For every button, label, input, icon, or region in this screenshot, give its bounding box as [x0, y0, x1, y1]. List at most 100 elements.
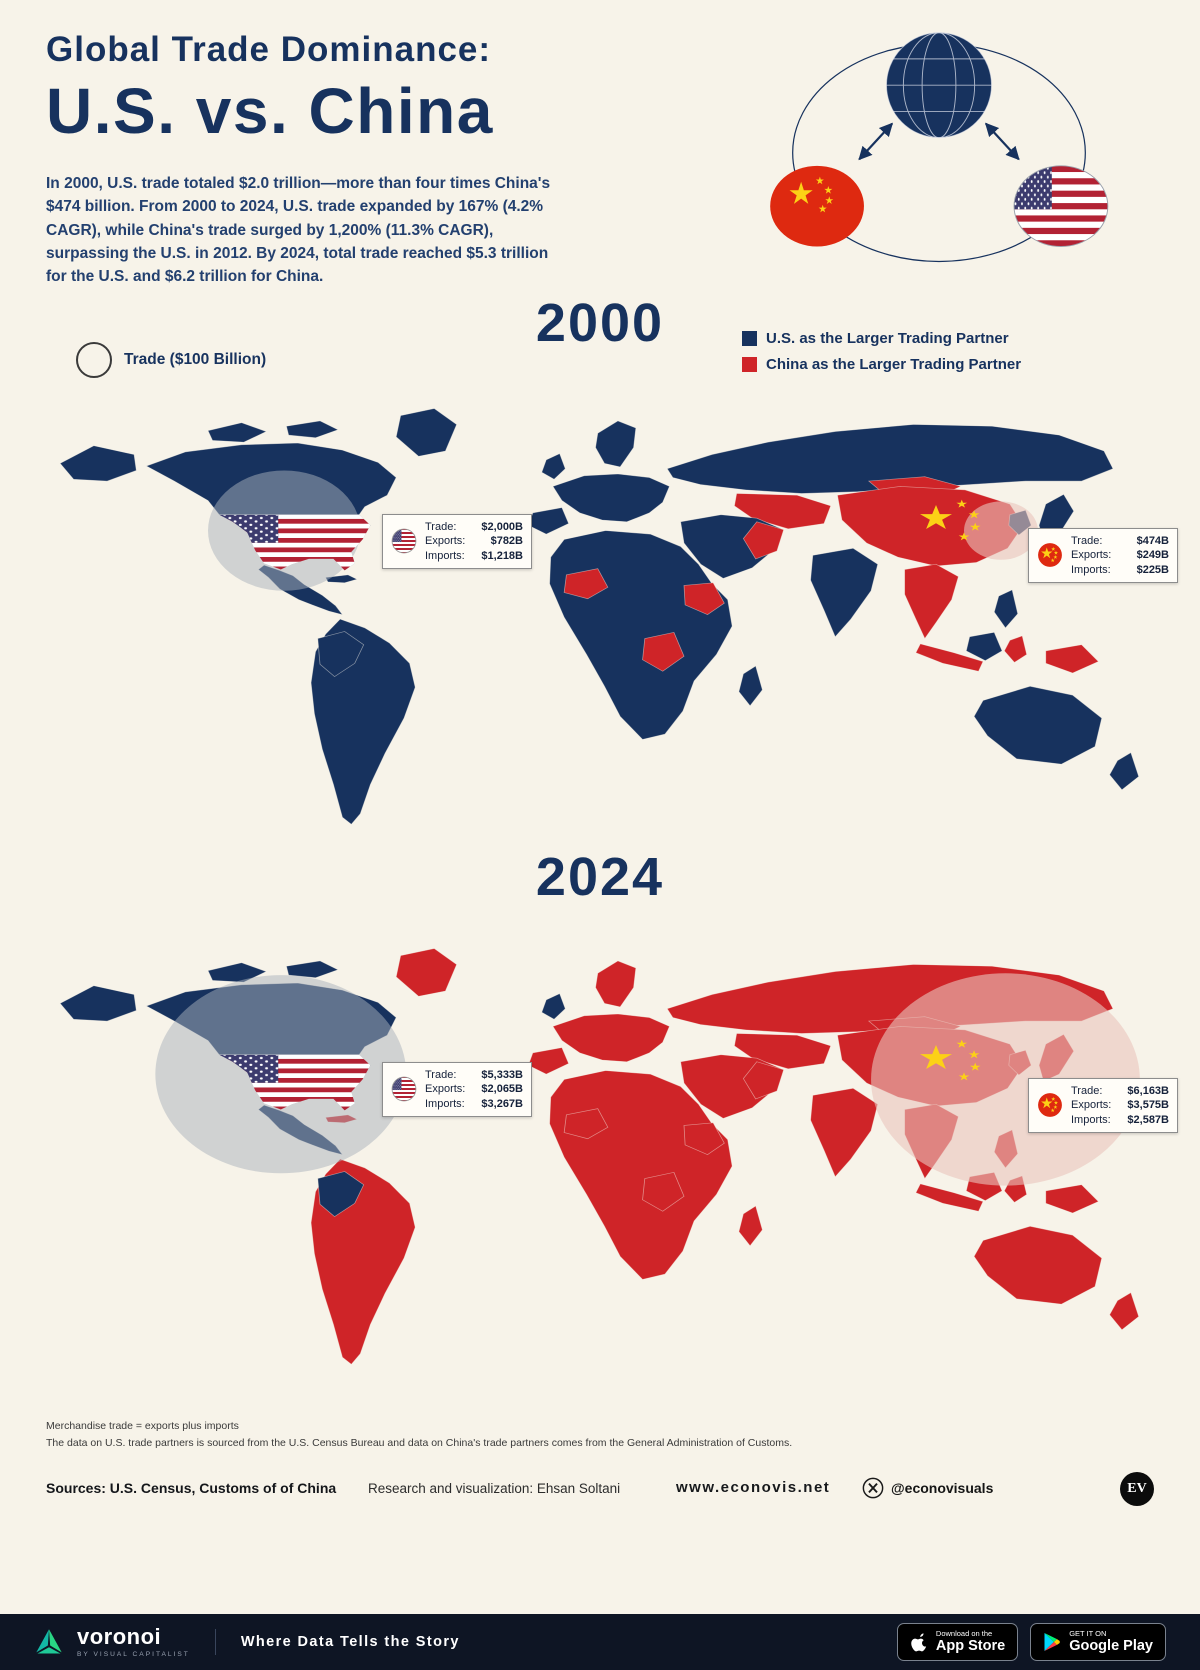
page-subtitle: U.S. vs. China — [46, 75, 494, 147]
voronoi-logo-icon — [36, 1629, 62, 1654]
country-greenland — [395, 407, 458, 457]
countries-2000 — [59, 407, 1140, 825]
trade-value: $474B — [1136, 535, 1169, 547]
header: Global Trade Dominance: U.S. vs. China I… — [46, 30, 626, 288]
trade-label: Trade: — [425, 1069, 457, 1081]
voronoi-brand-name: voronoi — [77, 1624, 162, 1649]
footnote-1: Merchandise trade = exports plus imports — [46, 1420, 239, 1432]
social-handle-text: @econovisuals — [891, 1480, 994, 1496]
country-madagascar — [738, 1205, 763, 1247]
china-legend-label: China as the Larger Trading Partner — [766, 356, 1022, 373]
trade-value: $2,000B — [481, 521, 523, 533]
country-arctic-islands-2 — [285, 960, 339, 979]
exports-label: Exports: — [1071, 1099, 1112, 1112]
social-handle[interactable]: @econovisuals — [862, 1477, 993, 1499]
year-heading-2000: 2000 — [535, 293, 665, 353]
china-flag-icon — [1037, 542, 1063, 568]
bubble-scale-legend: Trade ($100 Billion) — [76, 342, 266, 378]
imports-value: $3,267B — [481, 1097, 523, 1110]
country-australia — [973, 1225, 1103, 1305]
china-stats-box-2000: Trade: $474B Exports: $249B Imports: $225B — [1028, 528, 1178, 583]
country-alaska — [59, 445, 137, 482]
country-new-zealand — [1109, 1292, 1140, 1331]
imports-label: Imports: — [1071, 563, 1111, 576]
trade-arrows — [858, 122, 1020, 161]
country-greenland — [395, 947, 458, 997]
voronoi-brand[interactable]: voronoi BY VISUAL CAPITALIST — [77, 1624, 190, 1659]
apple-icon — [911, 1633, 927, 1652]
region-europe — [552, 473, 671, 523]
imports-value: $2,587B — [1127, 1113, 1169, 1126]
country-arctic-islands — [207, 422, 267, 443]
china-color-swatch — [742, 357, 757, 372]
world-map-2000-svg — [59, 407, 1140, 825]
us-flag-icon — [391, 528, 417, 554]
header-graphic — [770, 32, 1109, 263]
region-southeast-asia — [904, 563, 959, 640]
gplay-big-text: Google Play — [1069, 1637, 1153, 1654]
exports-value: $3,575B — [1127, 1099, 1169, 1112]
trade-label: Trade: — [1071, 1085, 1103, 1097]
google-play-badge[interactable]: GET IT ON Google Play — [1030, 1623, 1166, 1661]
legend-china: China as the Larger Trading Partner — [742, 356, 1021, 373]
legend-us: U.S. as the Larger Trading Partner — [742, 330, 1021, 347]
footer-tagline: Where Data Tells the Story — [240, 1634, 460, 1650]
sources-text: Sources: U.S. Census, Customs of of Chin… — [46, 1480, 337, 1496]
country-new-guinea — [1045, 1184, 1099, 1214]
app-store-badge[interactable]: Download on the App Store — [896, 1623, 1019, 1661]
country-philippines — [993, 589, 1019, 629]
world-map-2024: Trade: $5,333B Exports: $2,065B Imports: $3… — [0, 922, 1200, 1392]
us-flag-icon — [391, 1076, 417, 1102]
region-indonesia-3 — [1003, 635, 1028, 663]
country-madagascar — [738, 665, 763, 707]
region-iberia — [527, 507, 570, 535]
region-scandinavia — [594, 420, 637, 468]
china-flag-icon — [770, 165, 864, 247]
us-legend-label: U.S. as the Larger Trading Partner — [766, 330, 1009, 347]
color-legend: U.S. as the Larger Trading Partner China… — [742, 330, 1021, 373]
imports-label: Imports: — [425, 1097, 465, 1110]
intro-text: In 2000, U.S. trade totaled $2.0 trillio… — [46, 175, 551, 285]
exports-value: $2,065B — [481, 1083, 523, 1096]
country-india — [809, 547, 879, 638]
country-new-zealand — [1109, 752, 1140, 791]
country-india — [809, 1087, 879, 1178]
imports-label: Imports: — [425, 549, 465, 562]
region-indonesia-2 — [965, 631, 1003, 662]
trade-label: Trade: — [425, 521, 457, 533]
region-scandinavia — [594, 960, 637, 1008]
trade-value: $6,163B — [1127, 1085, 1169, 1097]
appstore-small-text: Download on the — [935, 1628, 993, 1638]
exports-label: Exports: — [425, 1083, 466, 1096]
exports-value: $249B — [1136, 549, 1169, 562]
country-uk — [541, 453, 566, 480]
footer-bar: voronoi BY VISUAL CAPITALIST Where Data … — [0, 1614, 1200, 1670]
year-heading-2024: 2024 — [535, 847, 665, 907]
china-trade-bubble-2000 — [964, 501, 1038, 560]
region-iberia — [527, 1047, 570, 1075]
exports-label: Exports: — [1071, 549, 1112, 562]
bubble-scale-label: Trade ($100 Billion) — [124, 351, 267, 368]
world-map-2024-svg — [59, 947, 1140, 1365]
trade-label: Trade: — [1071, 535, 1103, 547]
website-link[interactable]: www.econovis.net — [676, 1479, 831, 1496]
page-title: Global Trade Dominance: — [46, 30, 492, 69]
us-stats-box-2000: Trade: $2,000B Exports: $782B Imports: $1,2… — [382, 514, 532, 569]
country-australia — [973, 685, 1103, 765]
trade-value: $5,333B — [481, 1069, 523, 1081]
google-play-icon — [1044, 1633, 1060, 1651]
globe-icon — [886, 32, 992, 139]
appstore-big-text: App Store — [935, 1637, 1006, 1654]
x-twitter-icon — [862, 1477, 884, 1499]
research-credit: Research and visualization: Ehsan Soltan… — [368, 1481, 621, 1496]
country-new-guinea — [1045, 644, 1099, 674]
imports-label: Imports: — [1071, 1113, 1111, 1126]
region-europe — [552, 1013, 671, 1063]
exports-value: $782B — [490, 535, 523, 548]
us-stats-box-2024: Trade: $5,333B Exports: $2,065B Imports: $3… — [382, 1062, 532, 1117]
footer-divider — [214, 1629, 216, 1655]
country-alaska — [59, 985, 137, 1022]
china-stats-box-2024: Trade: $6,163B Exports: $3,575B Imports: $2… — [1028, 1078, 1178, 1133]
world-map-2000: Trade: $2,000B Exports: $782B Imports: $1,2… — [0, 382, 1200, 852]
ev-logo: EV — [1120, 1472, 1154, 1506]
